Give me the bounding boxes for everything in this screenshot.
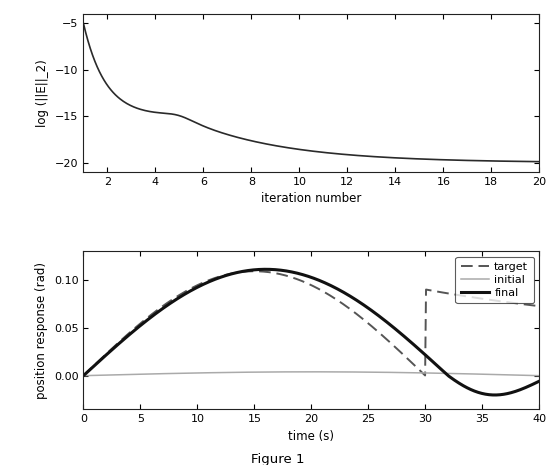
Line: initial: initial [83,372,539,376]
initial [296,369,303,375]
target [353,311,359,316]
final [297,272,304,277]
final [327,283,334,288]
initial [353,369,359,375]
target [251,268,257,274]
initial [526,372,533,378]
final [353,297,359,302]
initial [307,369,314,375]
final [491,392,498,398]
target [327,293,334,299]
final [263,266,270,272]
target [297,278,304,283]
final [455,380,461,385]
Line: target: target [83,271,539,376]
Legend: target, initial, final: target, initial, final [455,257,534,303]
initial [536,373,543,379]
initial [327,369,334,375]
Text: Figure 1: Figure 1 [251,452,305,465]
initial [455,371,461,376]
initial [80,373,87,379]
target [536,303,543,309]
target [300,279,307,285]
target [526,302,533,308]
initial [299,369,306,375]
Line: final: final [83,269,539,395]
X-axis label: time (s): time (s) [289,430,334,443]
target [80,373,87,379]
final [536,379,543,384]
target [455,292,461,298]
Y-axis label: log (||E||_2): log (||E||_2) [37,59,49,127]
X-axis label: iteration number: iteration number [261,193,361,206]
final [300,272,307,278]
final [80,373,87,379]
Y-axis label: position response (rad): position response (rad) [36,262,48,399]
final [527,383,534,388]
